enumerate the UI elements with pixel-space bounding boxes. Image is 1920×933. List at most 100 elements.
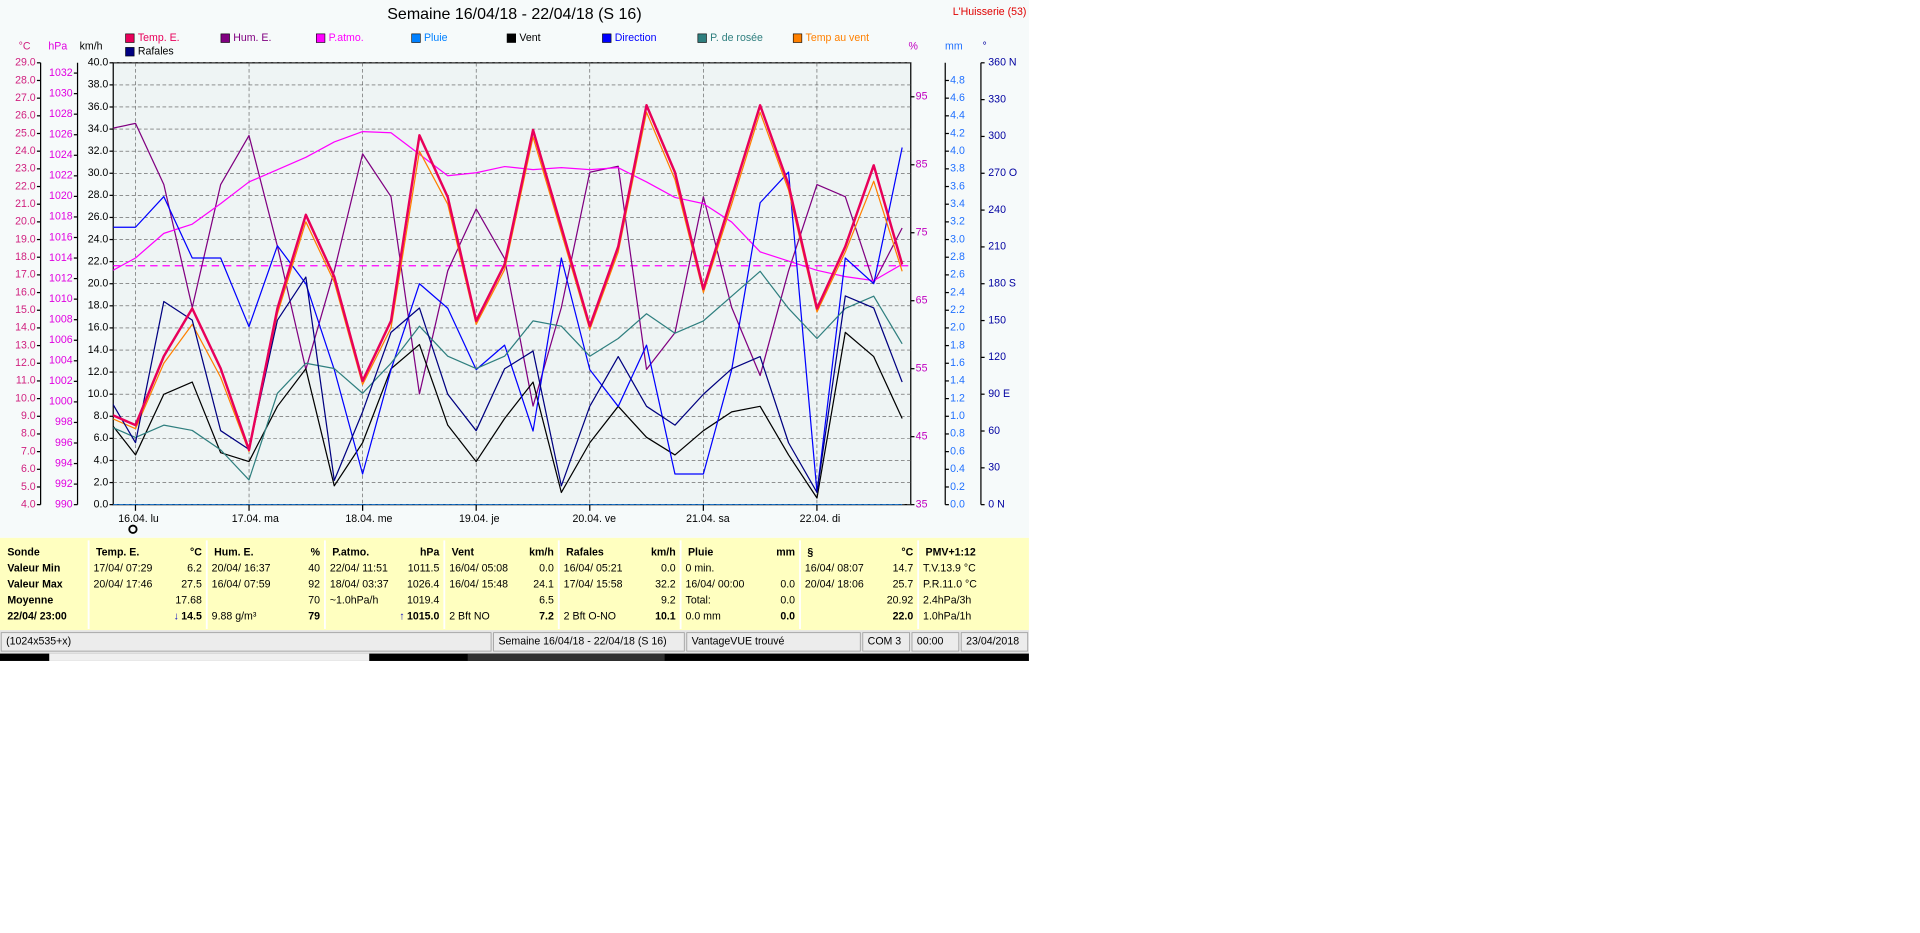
y-tick-label: 14.0 [88, 344, 109, 356]
y-tick-label: 1008 [49, 313, 73, 325]
y-tick-label: 35 [916, 498, 928, 510]
y-tick-label: 10.0 [15, 392, 36, 404]
y-tick-label: 29.0 [15, 57, 36, 69]
y-tick-label: 120 [988, 351, 1006, 363]
y-tick-label: 0.0 [94, 498, 109, 510]
y-tick-label: 1026 [49, 129, 73, 141]
series-line [113, 111, 903, 453]
axis-title: mm [945, 41, 963, 53]
y-tick-label: 1022 [49, 170, 73, 182]
y-tick-label: 4.0 [94, 454, 109, 466]
x-tick-label: 22.04. di [800, 513, 841, 525]
cell-text: ~1.0hPa/h [330, 594, 379, 606]
y-tick-label: 1030 [49, 87, 73, 99]
y-tick-label: 0.2 [950, 481, 965, 493]
y-tick-label: 1028 [49, 108, 73, 120]
x-tick-label: 19.04. je [459, 513, 500, 525]
y-tick-label: 240 [988, 204, 1006, 216]
y-tick-label: 22.0 [88, 255, 109, 267]
y-tick-label: 95 [916, 91, 928, 103]
table-header: Pluie [688, 546, 713, 558]
y-tick-label: 330 [988, 93, 1006, 105]
y-tick-label: 6.0 [21, 463, 36, 475]
y-tick-label: 1024 [49, 149, 73, 161]
y-tick-label: 10.0 [88, 388, 109, 400]
y-tick-label: 1.2 [950, 392, 965, 404]
y-tick-label: 3.0 [950, 233, 965, 245]
cell-value: 25.7 [893, 578, 914, 590]
y-tick-label: 1.4 [950, 375, 965, 387]
y-tick-label: 360 N [988, 57, 1016, 69]
y-tick-label: 1000 [49, 396, 73, 408]
y-tick-label: 1.8 [950, 339, 965, 351]
y-tick-label: 12.0 [88, 366, 109, 378]
cell-value: 10.1 [655, 610, 676, 622]
y-tick-label: 16.0 [15, 286, 36, 298]
cell-text: 20/04/ 17:46 [94, 578, 153, 590]
legend-swatch [125, 33, 135, 43]
y-tick-label: 20.0 [88, 278, 109, 290]
y-tick-label: 85 [916, 159, 928, 171]
y-tick-label: 210 [988, 241, 1006, 253]
table-header: Hum. E. [214, 546, 253, 558]
y-tick-label: 4.0 [950, 145, 965, 157]
trend-arrow: ↑ [399, 610, 404, 622]
y-tick-label: 1020 [49, 190, 73, 202]
x-tick-label: 18.04. me [345, 513, 392, 525]
status-text: 00:00 [917, 636, 944, 648]
y-tick-label: 28.0 [88, 189, 109, 201]
taskbar-segment [467, 653, 665, 661]
table-header: PMV+1:12 [926, 546, 976, 558]
y-tick-label: 24.0 [15, 145, 36, 157]
y-tick-label: 40.0 [88, 57, 109, 69]
series-line [113, 104, 904, 452]
y-tick-label: 4.0 [21, 498, 36, 510]
y-tick-label: 2.8 [950, 251, 965, 263]
cell-text: 0 min. [686, 562, 715, 574]
y-tick-label: 34.0 [88, 123, 109, 135]
row-label: Valeur Min [7, 562, 60, 574]
cell-value: 0.0 [780, 610, 795, 622]
y-tick-label: 1004 [49, 355, 73, 367]
status-text: Semaine 16/04/18 - 22/04/18 (S 16) [498, 636, 666, 648]
cell-value: 22.0 [893, 610, 914, 622]
cell-text: 18/04/ 03:37 [330, 578, 389, 590]
y-tick-label: 21.0 [15, 198, 36, 210]
y-tick-label: 60 [988, 425, 1000, 437]
y-tick-label: 8.0 [21, 428, 36, 440]
cell-value: 0.0 [661, 562, 676, 574]
y-tick-label: 4.2 [950, 127, 965, 139]
y-tick-label: 12.0 [15, 357, 36, 369]
y-tick-label: 1006 [49, 334, 73, 346]
legend-label: Temp. E. [138, 32, 180, 44]
y-tick-label: 18.0 [15, 251, 36, 263]
cell-value: 1015.0 [407, 610, 439, 622]
y-tick-label: 27.0 [15, 92, 36, 104]
status-text: VantageVUE trouvé [692, 636, 785, 648]
y-tick-label: 18.0 [88, 300, 109, 312]
cell-value: 1026.4 [407, 578, 439, 590]
status-text: (1024x535+x) [6, 636, 71, 648]
table-header-unit: hPa [420, 546, 440, 558]
cell-value: 6.2 [187, 562, 202, 574]
y-tick-label: 3.2 [950, 216, 965, 228]
table-header: Vent [452, 546, 475, 558]
status-pane [862, 632, 910, 652]
cell-value: 24.1 [533, 578, 554, 590]
table-header-unit: km/h [529, 546, 554, 558]
y-tick-label: 1016 [49, 231, 73, 243]
cell-value: 0.0 [780, 594, 795, 606]
series-line [113, 270, 903, 481]
legend-swatch [506, 33, 516, 43]
y-tick-label: 0.8 [950, 428, 965, 440]
y-tick-label: 1010 [49, 293, 73, 305]
status-text: COM 3 [868, 636, 902, 648]
cell-text: 2 Bft O-NO [564, 610, 616, 622]
y-tick-label: 1014 [49, 252, 73, 264]
cell-value: 20.92 [887, 594, 914, 606]
cell-text: 17/04/ 07:29 [94, 562, 153, 574]
y-tick-label: 4.4 [950, 110, 965, 122]
axis-title: °C [19, 41, 31, 53]
axis-title: % [909, 41, 919, 53]
